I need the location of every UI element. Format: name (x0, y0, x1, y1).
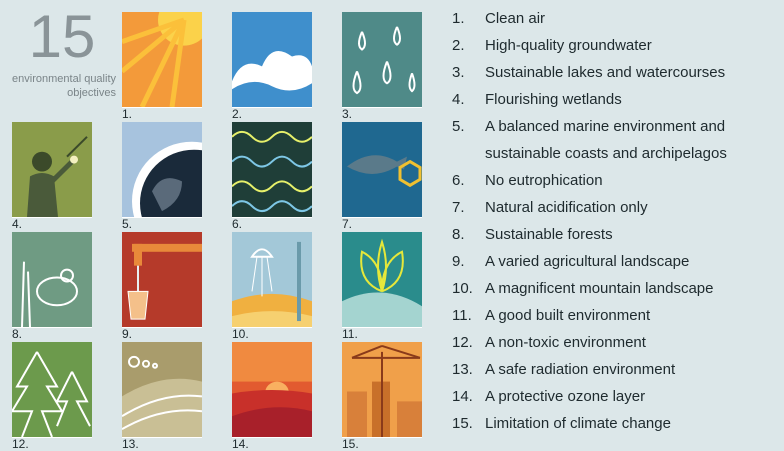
objective-icon: 8. (12, 232, 92, 328)
list-item: 14.A protective ozone layer (452, 383, 782, 410)
item-number: 3. (452, 59, 485, 86)
item-number: 1. (452, 5, 485, 32)
icon-art (342, 232, 422, 327)
icon-art (122, 122, 202, 217)
icon-number: 3. (342, 107, 422, 120)
icon-art (232, 232, 312, 327)
list-item: 9.A varied agricultural landscape (452, 248, 782, 275)
item-text: Sustainable lakes and watercourses (485, 59, 782, 86)
item-number: 14. (452, 383, 485, 410)
list-item: 8.Sustainable forests (452, 221, 782, 248)
icon-art (342, 12, 422, 107)
item-number: 15. (452, 410, 485, 437)
item-number: 6. (452, 167, 485, 194)
item-number: 10. (452, 275, 485, 302)
icon-number: 13. (122, 437, 202, 450)
objective-icon: 1. (122, 12, 202, 108)
item-text: Sustainable forests (485, 221, 782, 248)
icon-number: 5. (122, 217, 202, 230)
item-number: 8. (452, 221, 485, 248)
item-text: A magnificent mountain landscape (485, 275, 782, 302)
icon-art (232, 122, 312, 217)
icon-number: 1. (122, 107, 202, 120)
list-item: 2.High-quality groundwater (452, 32, 782, 59)
icon-number: 10. (232, 327, 312, 340)
list-item: 15.Limitation of climate change (452, 410, 782, 437)
icon-art (232, 342, 312, 437)
icon-art (122, 12, 202, 107)
item-number: 13. (452, 356, 485, 383)
objective-icon: 4. (12, 122, 92, 218)
list-item: 12.A non-toxic environment (452, 329, 782, 356)
item-text: A safe radiation environment (485, 356, 782, 383)
objective-icon: 14. (232, 342, 312, 438)
icon-number: 2. (232, 107, 312, 120)
icon-number: 6. (232, 217, 312, 230)
item-text: Natural acidification only (485, 194, 782, 221)
objective-icon: 3. (342, 12, 422, 108)
list-item: 5.A balanced marine environment and sust… (452, 113, 782, 167)
item-number: 2. (452, 32, 485, 59)
icon-number: 14. (232, 437, 312, 450)
objective-icon: 2. (232, 12, 312, 108)
item-text: A varied agricultural landscape (485, 248, 782, 275)
list-item: 7.Natural acidification only (452, 194, 782, 221)
icon-art (342, 122, 422, 217)
list-item: 6.No eutrophication (452, 167, 782, 194)
icon-number: 15. (342, 437, 422, 450)
page: 15 environmental quality objectives 1.Cl… (0, 0, 784, 447)
item-number: 9. (452, 248, 485, 275)
list-item: 13.A safe radiation environment (452, 356, 782, 383)
icon-number: 8. (12, 327, 92, 340)
list-item: 11.A good built environment (452, 302, 782, 329)
item-number: 11. (452, 302, 485, 329)
icon-number: 12. (12, 437, 92, 450)
objective-icon: 7. (342, 122, 422, 218)
item-number: 7. (452, 194, 485, 221)
objective-icon: 6. (232, 122, 312, 218)
item-number: 5. (452, 113, 485, 167)
header-number: 15 (12, 2, 112, 71)
icon-art (232, 12, 312, 107)
icon-number: 9. (122, 327, 202, 340)
item-text: Flourishing wetlands (485, 86, 782, 113)
icon-number: 11. (342, 327, 422, 340)
item-text: Limitation of climate change (485, 410, 782, 437)
objective-icon: 10. (232, 232, 312, 328)
list-item: 10.A magnificent mountain landscape (452, 275, 782, 302)
item-text: A good built environment (485, 302, 782, 329)
item-text: Clean air (485, 5, 782, 32)
icon-art (12, 342, 92, 437)
objective-icon: 9. (122, 232, 202, 328)
objective-icon: 15. (342, 342, 422, 438)
objective-icon: 13. (122, 342, 202, 438)
icon-art (12, 122, 92, 217)
icon-art (122, 342, 202, 437)
icon-art (122, 232, 202, 327)
header-subtitle: environmental quality objectives (2, 72, 116, 100)
icon-number: 4. (12, 217, 92, 230)
item-text: High-quality groundwater (485, 32, 782, 59)
icon-art (342, 342, 422, 437)
objective-icon: 12. (12, 342, 92, 438)
list-item: 4.Flourishing wetlands (452, 86, 782, 113)
item-text: A balanced marine environment and sustai… (485, 113, 782, 167)
item-text: A protective ozone layer (485, 383, 782, 410)
objective-icon: 11. (342, 232, 422, 328)
icon-number: 7. (342, 217, 422, 230)
list-item: 1.Clean air (452, 5, 782, 32)
item-number: 12. (452, 329, 485, 356)
item-number: 4. (452, 86, 485, 113)
icon-art (12, 232, 92, 327)
item-text: A non-toxic environment (485, 329, 782, 356)
objective-icon: 5. (122, 122, 202, 218)
item-text: No eutrophication (485, 167, 782, 194)
list-item: 3.Sustainable lakes and watercourses (452, 59, 782, 86)
